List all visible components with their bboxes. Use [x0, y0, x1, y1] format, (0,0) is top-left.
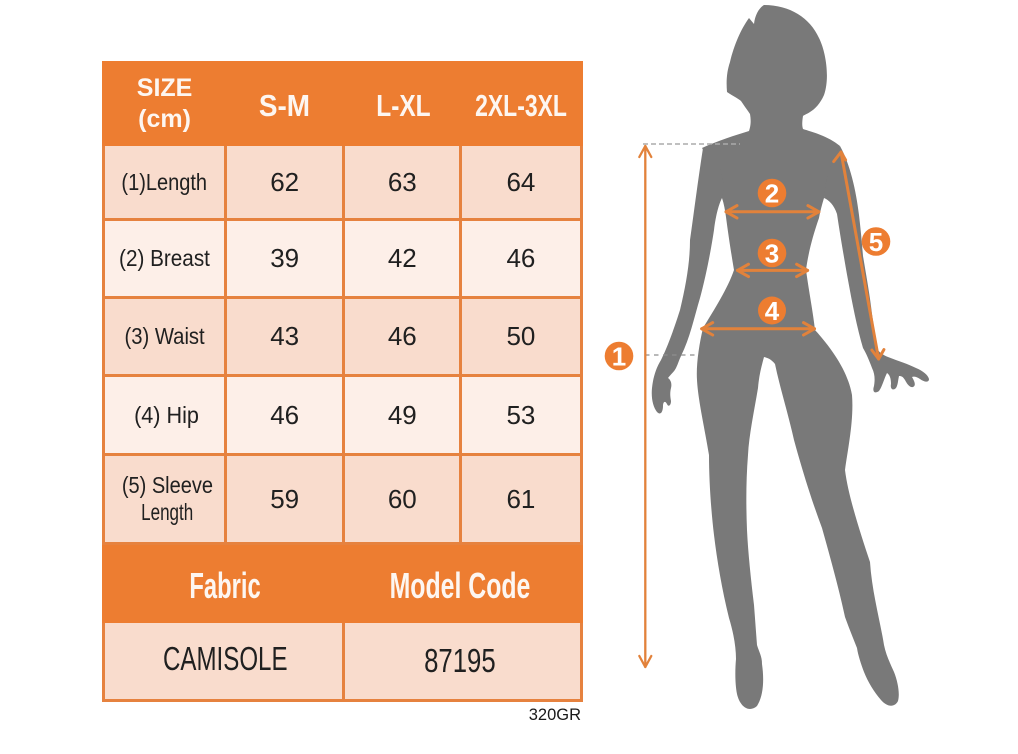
- svg-text:2: 2: [765, 178, 779, 208]
- svg-text:1: 1: [612, 341, 626, 371]
- svg-text:5: 5: [869, 227, 883, 257]
- svg-text:3: 3: [765, 238, 779, 268]
- svg-text:4: 4: [765, 296, 780, 326]
